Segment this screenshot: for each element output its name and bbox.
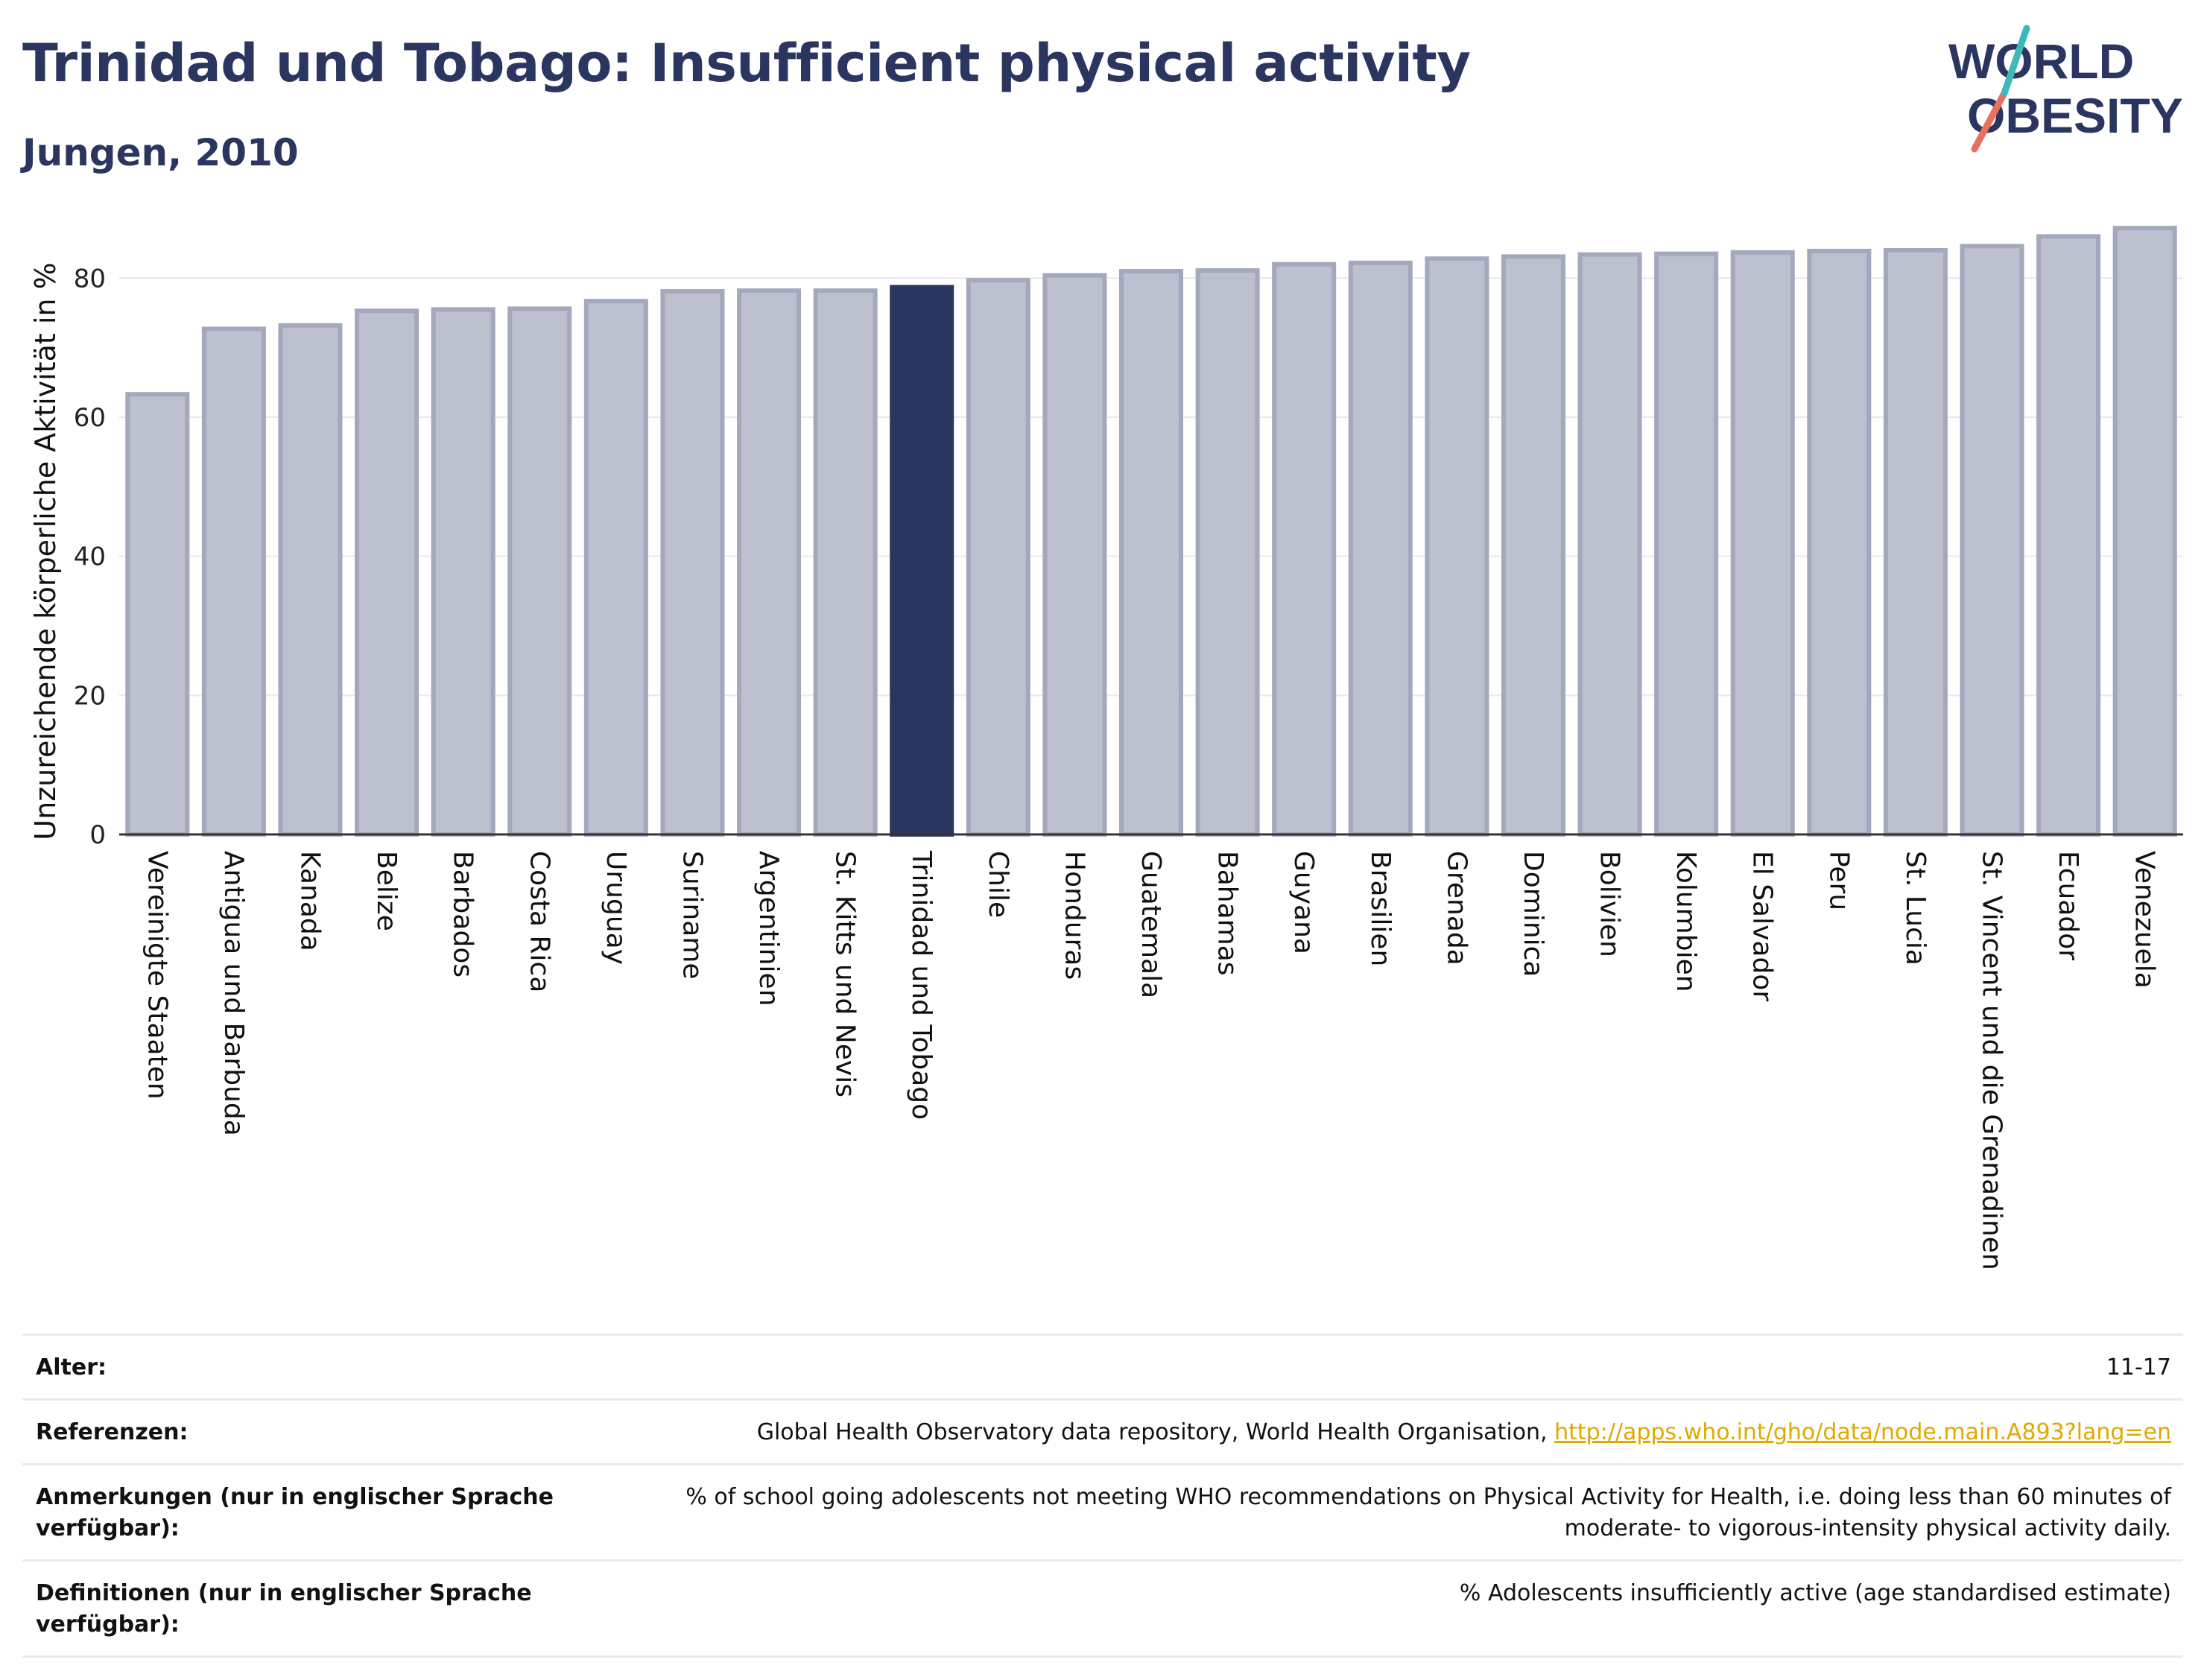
metadata-value-text: % Adolescents insufficiently active (age… [1459,1580,2171,1606]
bar-chart: 0 20 40 60 80 Vereinigte Staaten Antigua und … [29,226,2183,1270]
metadata-value-text: % of school going adolescents not meetin… [685,1484,2171,1541]
bar [201,326,266,837]
x-tick-label: Brasilien [1365,851,1396,966]
metadata-value: 11-17 [2106,1352,2171,1383]
bar [737,288,802,837]
x-tick-label: Argentinien [753,851,784,1007]
x-tick-label: Guatemala [1136,851,1166,998]
bar-highlighted [890,285,954,837]
reference-link[interactable]: http://apps.who.int/gho/data/node.main.A… [1554,1419,2171,1445]
x-tick-label: Kolumbien [1671,851,1701,992]
x-tick-label: Kanada [294,851,325,951]
bar [1118,269,1184,837]
bar [1730,250,1795,837]
x-tick-label: Bahamas [1212,851,1243,976]
x-tick-label: Honduras [1059,851,1089,980]
x-tick-label: Bolivien [1595,851,1625,957]
y-tick-label: 40 [74,542,106,572]
bar [1654,251,1719,837]
x-tick-label: Peru [1823,851,1854,910]
x-tick-label: Ecuador [2053,851,2083,960]
bar [1042,273,1107,837]
metadata-key: Anmerkungen (nur in englischer Sprache v… [36,1484,554,1541]
metadata-row: Anmerkungen (nur in englischer Sprache v… [22,1463,2183,1559]
bar [2036,234,2101,837]
world-obesity-logo: WORLD OBESITY [1948,25,2183,153]
metadata-value: % of school going adolescents not meetin… [569,1482,2171,1544]
metadata-value: % Adolescents insufficiently active (age… [1460,1578,2171,1609]
bar [1501,254,1565,837]
x-tick-label: Dominica [1518,851,1548,977]
metadata-key: Referenzen: [36,1419,189,1445]
bar [1807,248,1872,837]
metadata-row: Referenzen: Global Health Observatory dat… [22,1398,2183,1463]
bar [431,307,495,837]
metadata-value-text: 11-17 [2106,1354,2171,1381]
bar [813,288,878,837]
bar [966,278,1030,837]
x-tick-label: Costa Rica [524,851,554,992]
x-tick-label: Vereinigte Staaten [142,851,172,1100]
bar [507,306,572,837]
x-tick-label: Grenada [1441,851,1472,966]
metadata-row: Definitionen (nur in englischer Sprache … [22,1559,2183,1658]
chart-title: Trinidad und Tobago: Insufficient physic… [22,33,1471,94]
bar [355,308,419,837]
x-tick-label: St. Vincent und die Grenadinen [1977,851,2007,1270]
bar [1195,268,1260,837]
y-tick-label: 20 [74,681,106,711]
x-axis: Vereinigte Staaten Antigua und Barbuda Kan… [119,833,2183,1270]
x-tick-label: Belize [371,851,402,931]
bar [660,289,725,837]
y-tick-label: 0 [89,820,106,850]
bar [2112,226,2177,837]
y-axis: 0 20 40 60 80 [74,264,106,850]
bar [1577,252,1642,837]
metadata-row: Alter: 11-17 [22,1334,2183,1398]
x-tick-label: Barbados [448,851,478,977]
x-tick-label: Guyana [1288,851,1319,954]
bars [125,226,2177,837]
x-tick-label: Chile [983,851,1013,918]
bar [278,323,343,837]
metadata-key: Alter: [36,1354,107,1381]
metadata-value-text: Global Health Observatory data repositor… [756,1419,1555,1445]
y-axis-title: Unzureichende körperliche Aktivität in % [29,262,62,840]
y-tick-label: 60 [74,403,106,433]
chart-subtitle: Jungen, 2010 [22,131,299,174]
x-tick-label: Trinidad und Tobago [906,850,937,1120]
x-tick-label: Antigua und Barbuda [218,851,249,1136]
metadata-key: Definitionen (nur in englischer Sprache … [36,1580,532,1638]
x-tick-label: Suriname [677,851,707,980]
x-tick-label: Venezuela [2129,851,2160,989]
x-tick-label: St. Lucia [1900,851,1931,966]
x-tick-label: El Salvador [1747,851,1778,1001]
svg-text:WORLD: WORLD [1948,34,2134,89]
bar [583,299,648,837]
metadata-value: Global Health Observatory data repositor… [757,1417,2171,1448]
bar [1272,261,1337,837]
x-tick-label: St. Kitts und Nevis [830,851,861,1097]
x-tick-label: Uruguay [601,851,631,965]
y-tick-label: 80 [74,264,106,294]
bar [125,392,190,837]
bar [1348,260,1413,837]
metadata-table: Alter: 11-17 Referenzen: Global Health Obse… [22,1334,2183,1658]
bar [1960,244,2024,837]
bar [1425,256,1489,837]
bar [1883,248,1948,837]
